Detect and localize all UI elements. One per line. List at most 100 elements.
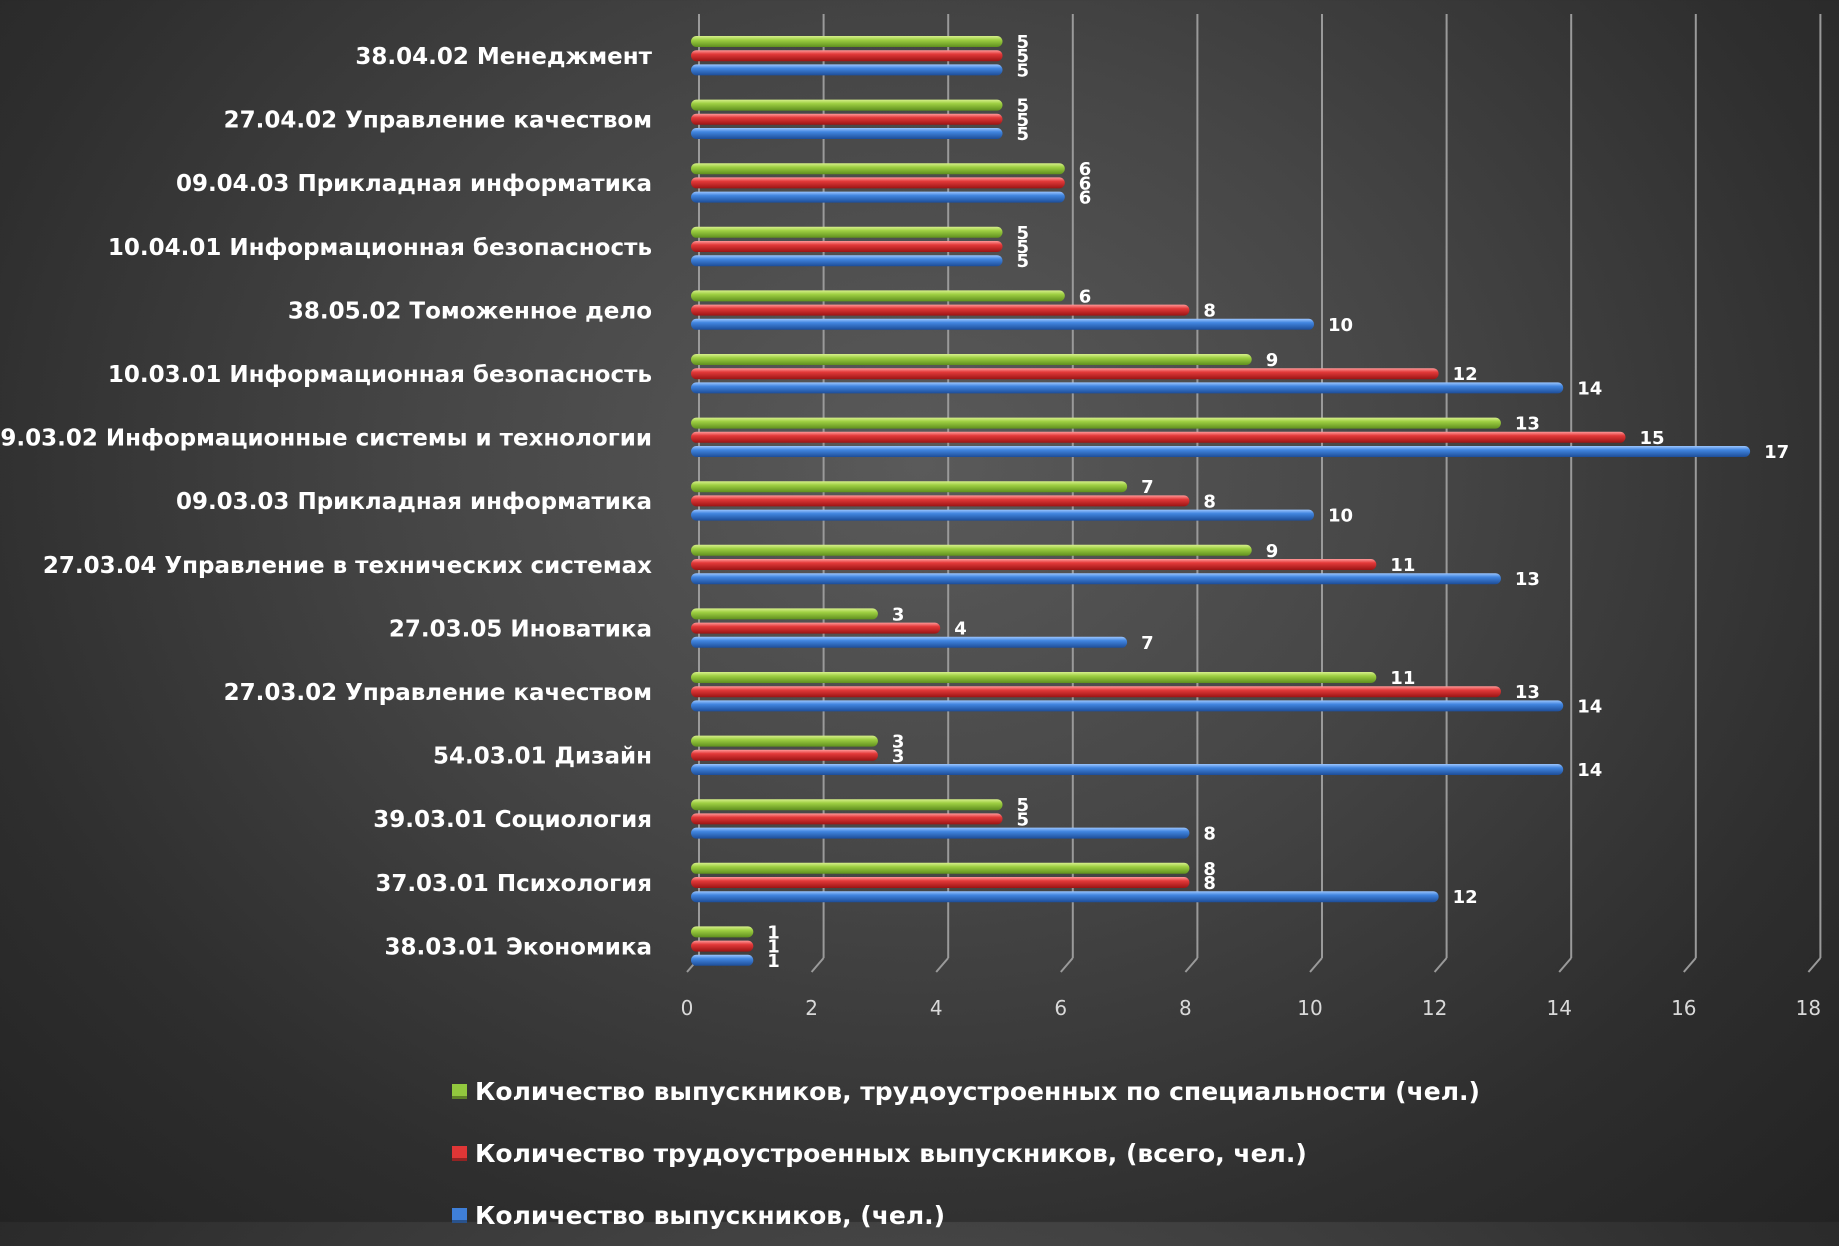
bar-09-03-02-series-1[interactable]	[691, 431, 1626, 443]
bar-10-03-01-series-2[interactable]	[691, 382, 1564, 394]
bar-37-03-01-series-1[interactable]	[691, 877, 1190, 888]
data-label-54-03-01-series-1: 3	[892, 746, 905, 767]
bar-54-03-01-series-1[interactable]	[691, 749, 878, 761]
gridline-foot-18	[1807, 957, 1822, 973]
bar-27-03-02-series-2[interactable]	[691, 700, 1564, 712]
bar-54-03-01-series-0[interactable]	[691, 735, 878, 747]
data-label-09-03-03-series-0: 7	[1141, 477, 1154, 498]
bar-39-03-01-series-2[interactable]	[691, 827, 1190, 839]
data-label-27-03-04-series-2: 13	[1515, 569, 1540, 590]
bar-10-04-01-series-1[interactable]	[691, 241, 1003, 252]
x-tick-label-0: 0	[681, 996, 694, 1020]
legend: Количество выпускников, трудоустроенных …	[452, 1060, 1480, 1246]
gridline-foot-10	[1309, 957, 1323, 973]
data-label-27-03-05-series-0: 3	[892, 604, 905, 625]
data-label-10-03-01-series-1: 12	[1453, 364, 1478, 385]
bar-10-03-01-series-1[interactable]	[691, 368, 1439, 380]
data-label-38-05-02-series-1: 8	[1203, 301, 1216, 322]
x-tick-label-10: 10	[1297, 996, 1322, 1020]
legend-item-employed-by-specialty[interactable]: Количество выпускников, трудоустроенных …	[452, 1060, 1480, 1122]
bar-38-05-02-series-0[interactable]	[691, 290, 1065, 302]
data-label-09-03-03-series-1: 8	[1203, 491, 1216, 512]
data-label-39-03-01-series-1: 5	[1017, 809, 1030, 830]
data-label-09-03-03-series-2: 10	[1328, 506, 1353, 527]
bar-10-04-01-series-0[interactable]	[691, 226, 1003, 238]
bar-09-04-03-series-0[interactable]	[691, 163, 1065, 175]
bar-27-04-02-series-1[interactable]	[691, 113, 1003, 125]
bar-38-03-01-series-0[interactable]	[691, 926, 754, 938]
bar-09-04-03-series-1[interactable]	[691, 177, 1065, 189]
legend-swatch-green	[452, 1083, 467, 1099]
bar-38-05-02-series-2[interactable]	[691, 318, 1314, 330]
legend-label: Количество трудоустроенных выпускников, …	[475, 1138, 1307, 1168]
x-tick-label-12: 12	[1422, 996, 1447, 1020]
data-label-09-04-03-series-2: 6	[1079, 188, 1092, 209]
gridline-foot-16	[1683, 957, 1697, 973]
legend-label: Количество выпускников, (чел.)	[475, 1200, 946, 1230]
category-label-39-03-01: 39.03.01 Социология	[373, 807, 652, 833]
data-label-37-03-01-series-2: 12	[1453, 887, 1478, 908]
category-label-10-03-01: 10.03.01 Информационная безопасность	[108, 362, 652, 388]
category-label-27-03-04: 27.03.04 Управление в технических систем…	[43, 553, 652, 579]
category-label-27-03-05: 27.03.05 Иноватика	[389, 616, 652, 642]
bar-09-03-03-series-2[interactable]	[691, 509, 1314, 521]
bar-27-03-04-series-1[interactable]	[691, 559, 1377, 570]
category-label-38-04-02: 38.04.02 Менеджмент	[355, 44, 652, 70]
bar-09-03-02-series-0[interactable]	[691, 417, 1501, 429]
gridline-foot-8	[1184, 957, 1199, 973]
bar-38-05-02-series-1[interactable]	[691, 304, 1190, 316]
bar-10-04-01-series-2[interactable]	[691, 255, 1003, 267]
bar-27-04-02-series-0[interactable]	[691, 99, 1003, 111]
bar-38-04-02-series-2[interactable]	[691, 64, 1003, 76]
data-label-37-03-01-series-1: 8	[1203, 873, 1216, 894]
bars	[691, 36, 1751, 966]
data-label-27-03-05-series-1: 4	[954, 619, 967, 640]
data-label-38-03-01-series-1: 1	[767, 937, 780, 958]
data-label-39-03-01-series-2: 8	[1203, 824, 1216, 845]
bar-39-03-01-series-0[interactable]	[691, 799, 1003, 811]
data-label-27-03-02-series-1: 13	[1515, 682, 1540, 703]
data-label-27-03-05-series-2: 7	[1141, 633, 1154, 654]
gridline-foot-14	[1558, 957, 1572, 973]
bar-27-03-02-series-1[interactable]	[691, 686, 1501, 698]
bar-38-04-02-series-0[interactable]	[691, 36, 1003, 47]
x-tick-label-8: 8	[1179, 996, 1192, 1020]
legend-item-employed-total[interactable]: Количество трудоустроенных выпускников, …	[452, 1122, 1480, 1184]
x-tick-label-14: 14	[1546, 996, 1571, 1020]
data-label-27-03-04-series-1: 11	[1390, 555, 1415, 576]
data-label-09-04-03-series-1: 6	[1079, 173, 1092, 194]
data-label-27-03-02-series-0: 11	[1390, 668, 1415, 689]
bar-38-03-01-series-1[interactable]	[691, 940, 754, 952]
bar-09-03-03-series-1[interactable]	[691, 495, 1190, 507]
bar-27-03-02-series-0[interactable]	[691, 672, 1377, 683]
bar-27-03-04-series-0[interactable]	[691, 544, 1252, 556]
bar-27-03-05-series-0[interactable]	[691, 608, 878, 620]
bar-27-04-02-series-2[interactable]	[691, 128, 1003, 139]
data-label-10-03-01-series-0: 9	[1266, 350, 1279, 371]
bar-37-03-01-series-2[interactable]	[691, 891, 1439, 903]
data-label-09-04-03-series-0: 6	[1079, 159, 1092, 180]
bar-27-03-05-series-1[interactable]	[691, 622, 941, 634]
bar-38-03-01-series-2[interactable]	[691, 954, 754, 966]
bar-37-03-01-series-0[interactable]	[691, 862, 1190, 874]
bar-38-04-02-series-1[interactable]	[691, 50, 1003, 62]
bar-09-03-03-series-0[interactable]	[691, 481, 1128, 493]
data-label-38-05-02-series-2: 10	[1328, 315, 1353, 336]
data-label-10-04-01-series-0: 5	[1017, 223, 1030, 244]
bar-10-03-01-series-0[interactable]	[691, 354, 1252, 365]
bar-27-03-04-series-2[interactable]	[691, 573, 1501, 585]
bar-09-03-02-series-2[interactable]	[691, 446, 1751, 457]
bar-54-03-01-series-2[interactable]	[691, 764, 1564, 775]
category-label-09-03-03: 09.03.03 Прикладная информатика	[176, 489, 652, 515]
bar-27-03-05-series-2[interactable]	[691, 636, 1128, 648]
category-label-09-04-03: 09.04.03 Прикладная информатика	[176, 171, 652, 197]
bar-39-03-01-series-1[interactable]	[691, 813, 1003, 825]
category-label-27-04-02: 27.04.02 Управление качеством	[224, 108, 652, 134]
data-label-38-03-01-series-2: 1	[767, 951, 780, 972]
data-label-38-03-01-series-0: 1	[767, 922, 780, 943]
bar-09-04-03-series-2[interactable]	[691, 191, 1065, 203]
legend-item-graduates[interactable]: Количество выпускников, (чел.)	[452, 1184, 1480, 1246]
data-label-27-03-02-series-2: 14	[1577, 696, 1602, 717]
category-label-54-03-01: 54.03.01 Дизайн	[433, 744, 652, 770]
